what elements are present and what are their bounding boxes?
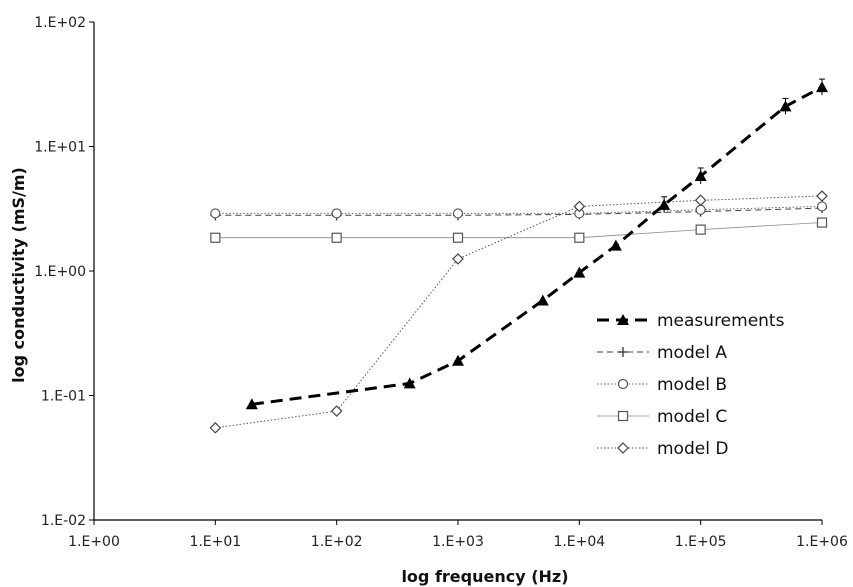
series-line-model-d xyxy=(215,195,823,429)
series-line-model-b xyxy=(215,205,823,214)
data-point-model-b xyxy=(331,208,342,219)
series-line-model-a xyxy=(215,207,823,216)
data-point-model-d xyxy=(816,190,828,202)
x-tick-label: 1.E+01 xyxy=(189,534,241,550)
x-tick-label: 1.E+02 xyxy=(311,534,363,550)
data-point-measurements xyxy=(816,81,828,93)
series-line-model-c xyxy=(215,222,823,239)
series-model-c xyxy=(210,217,828,243)
data-point-measurements xyxy=(779,100,792,112)
data-point-measurements xyxy=(694,169,707,181)
series-model-b xyxy=(210,201,828,219)
data-point-model-c xyxy=(816,217,828,228)
x-tick-label: 1.E+04 xyxy=(553,534,605,550)
legend-item-model-d: model D xyxy=(597,439,728,459)
data-point-model-d xyxy=(452,253,464,265)
data-point-model-d xyxy=(694,194,707,207)
legend-marker xyxy=(617,410,629,422)
data-point-model-d xyxy=(330,405,343,417)
x-tick-label: 1.E+05 xyxy=(675,534,727,550)
legend-item-model-a: model A xyxy=(597,343,727,363)
data-point-model-b xyxy=(210,208,221,219)
data-point-measurements xyxy=(573,266,586,278)
data-point-model-b xyxy=(816,201,828,212)
legend-label: model B xyxy=(657,375,727,395)
series-model-d xyxy=(209,190,828,434)
data-point-model-b xyxy=(695,204,706,215)
data-point-model-c xyxy=(574,232,585,243)
legend-label: model C xyxy=(657,407,727,427)
legend-item-model-b: model B xyxy=(597,375,727,395)
data-point-measurements xyxy=(609,239,622,251)
data-point-measurements xyxy=(452,354,464,366)
data-point-measurements xyxy=(403,377,416,389)
series-measurements xyxy=(245,78,828,410)
legend-label: model D xyxy=(657,439,728,459)
data-point-measurements xyxy=(245,398,258,410)
legend-label: model A xyxy=(657,343,727,363)
legend-marker xyxy=(618,347,628,357)
data-point-model-c xyxy=(452,232,464,243)
y-tick-label: 1.E+01 xyxy=(34,140,86,156)
axes: 1.E+00 1.E+01 1.E+02 1.E+03 1.E+04 1.E+05 1.E+… xyxy=(34,15,848,550)
x-tick-label: 1.E+03 xyxy=(432,534,484,550)
data-point-measurements xyxy=(536,294,549,306)
legend-marker xyxy=(617,314,629,325)
series-line-measurements xyxy=(251,85,823,406)
y-axis-title: log conductivity (mS/m) xyxy=(9,167,28,383)
series-model-a xyxy=(210,203,827,221)
data-point-model-c xyxy=(695,224,706,235)
x-axis-title: log frequency (Hz) xyxy=(401,567,568,586)
plot-area xyxy=(209,78,828,434)
data-point-measurements xyxy=(658,198,671,210)
x-tick-label: 1.E+06 xyxy=(796,534,848,550)
data-point-model-c xyxy=(331,232,342,243)
x-tick-label: 1.E+00 xyxy=(68,534,120,550)
y-tick-label: 1.E-01 xyxy=(41,389,86,405)
legend: measurements model A model B model C model D xyxy=(597,311,785,459)
data-point-model-c xyxy=(210,232,221,243)
data-point-model-b xyxy=(452,208,464,219)
legend-item-model-c: model C xyxy=(597,407,727,427)
data-point-model-d xyxy=(209,421,222,434)
legend-marker xyxy=(617,442,629,454)
legend-label: measurements xyxy=(657,311,785,331)
legend-item-measurements: measurements xyxy=(597,311,785,331)
data-point-model-d xyxy=(573,200,586,213)
y-tick-label: 1.E+00 xyxy=(34,264,86,280)
legend-marker xyxy=(617,378,629,390)
y-tick-label: 1.E-02 xyxy=(41,513,86,529)
y-tick-label: 1.E+02 xyxy=(34,15,86,31)
